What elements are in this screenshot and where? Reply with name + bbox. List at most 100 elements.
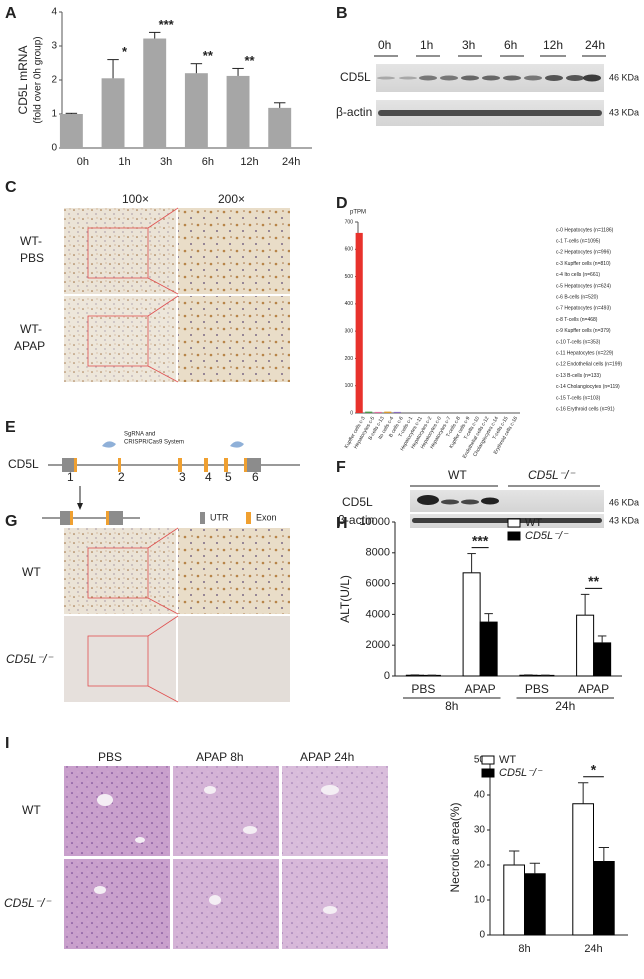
micrograph bbox=[64, 616, 176, 702]
panel-i-images: PBS APAP 8h APAP 24h WT CD5L⁻/⁻ bbox=[4, 750, 388, 949]
x-tick-label: APAP bbox=[465, 682, 496, 696]
legend-item: c-8 T-cells (n=468) bbox=[556, 317, 598, 323]
y-tick-label: 600 bbox=[345, 247, 354, 253]
blot-f: WT CD5L⁻/⁻ CD5L β-actin 46 KDa 43 KDa bbox=[338, 468, 639, 528]
lane-label: 1h bbox=[420, 38, 433, 52]
y-tick-label: 50 bbox=[474, 755, 486, 766]
row-label: WT bbox=[22, 803, 41, 817]
panel-letter: E bbox=[5, 419, 16, 436]
bar bbox=[384, 411, 392, 413]
group-label: CD5L⁻/⁻ bbox=[528, 468, 576, 482]
exon bbox=[70, 511, 73, 525]
bar bbox=[101, 78, 125, 148]
panel-letter: D bbox=[336, 195, 348, 212]
legend-label: WT bbox=[499, 754, 516, 766]
bar bbox=[593, 642, 612, 677]
significance-label: * bbox=[591, 761, 597, 777]
row-label: β-actin bbox=[338, 513, 374, 527]
bar bbox=[462, 572, 481, 677]
legend-swatch bbox=[200, 512, 205, 524]
exon-numbers: 1 2 3 4 5 6 bbox=[67, 470, 259, 484]
bar bbox=[503, 864, 525, 936]
y-tick-label: 4000 bbox=[366, 608, 390, 620]
significance-label: ** bbox=[588, 573, 599, 589]
group-label: 24h bbox=[555, 699, 575, 713]
x-tick-label: PBS bbox=[411, 682, 435, 696]
micrograph bbox=[282, 859, 388, 949]
legend-item: c-16 Erythroid cells (n=91) bbox=[556, 407, 615, 413]
legend-swatch bbox=[481, 755, 495, 765]
panel-c: 100× 200× WT- PBS WT- APAP bbox=[14, 192, 290, 383]
panel-letter: A bbox=[5, 5, 17, 22]
legend-label: WT bbox=[525, 517, 542, 529]
micrograph bbox=[173, 766, 279, 856]
lane-label: 6h bbox=[504, 38, 517, 52]
y-tick-label: 8000 bbox=[366, 547, 390, 559]
significance-label: * bbox=[122, 44, 128, 59]
column-label: PBS bbox=[98, 750, 122, 764]
y-tick-label: 6000 bbox=[366, 578, 390, 590]
legend-item: c-13 B-cells (n=133) bbox=[556, 373, 601, 379]
y-tick-label: 30 bbox=[474, 825, 486, 836]
significance-label: *** bbox=[472, 532, 489, 548]
group-label: 8h bbox=[445, 699, 458, 713]
y-axis-label: (fold over 0h group) bbox=[33, 36, 44, 123]
column-label: APAP 8h bbox=[196, 750, 244, 764]
row-label: APAP bbox=[14, 339, 45, 353]
bar bbox=[59, 114, 83, 148]
row-label: WT- bbox=[20, 322, 42, 336]
cas9-icon bbox=[230, 441, 244, 448]
lane-label: 12h bbox=[543, 38, 563, 52]
y-axis-label: pTPM bbox=[350, 210, 366, 216]
y-tick-label: 3 bbox=[51, 41, 57, 52]
bar bbox=[365, 411, 373, 413]
micrograph bbox=[178, 616, 290, 702]
micrograph bbox=[64, 859, 170, 949]
legend-swatch bbox=[481, 768, 495, 778]
cas9-icon bbox=[102, 441, 116, 448]
y-tick-label: 300 bbox=[345, 328, 354, 334]
y-axis-label: CD5L mRNA bbox=[16, 46, 30, 115]
x-tick-label: 8h bbox=[518, 943, 530, 955]
exon-number: 4 bbox=[205, 470, 212, 484]
micrograph bbox=[64, 528, 176, 614]
legend-item: c-3 Kupffer cells (n=810) bbox=[556, 261, 611, 267]
bar bbox=[226, 75, 250, 148]
legend-item: c-11 Hepatocytes (n=229) bbox=[556, 351, 614, 357]
bar bbox=[268, 107, 292, 148]
lane-label: 24h bbox=[585, 38, 605, 52]
legend-label: UTR bbox=[210, 512, 229, 522]
x-tick-label: 12h bbox=[240, 156, 258, 168]
x-tick-label: 24h bbox=[282, 156, 300, 168]
micrograph bbox=[282, 766, 388, 856]
tool-label: CRISPR/Cas9 System bbox=[124, 440, 184, 446]
panel-letter: C bbox=[5, 179, 17, 196]
row-label: CD5L bbox=[342, 495, 373, 509]
column-label: 100× bbox=[122, 192, 149, 206]
panel-g: WT CD5L⁻/⁻ bbox=[6, 527, 290, 703]
bar bbox=[479, 621, 498, 677]
gene-label: CD5L bbox=[8, 457, 39, 471]
bar bbox=[184, 73, 208, 148]
panel-letter: G bbox=[5, 513, 17, 530]
row-label: PBS bbox=[20, 251, 44, 265]
exon-number: 2 bbox=[118, 470, 125, 484]
bar bbox=[355, 232, 363, 413]
y-tick-label: 200 bbox=[345, 356, 354, 362]
vessels bbox=[94, 785, 339, 914]
bar bbox=[143, 38, 167, 148]
y-tick-label: 4 bbox=[51, 7, 57, 18]
tool-label: SgRNA and bbox=[124, 432, 155, 438]
x-tick-label: PBS bbox=[525, 682, 549, 696]
x-tick-label: 3h bbox=[160, 156, 172, 168]
y-tick-label: 40 bbox=[474, 790, 486, 801]
legend-item: c-9 Kupffer cells (n=379) bbox=[556, 328, 611, 334]
micrograph bbox=[178, 208, 290, 294]
y-tick-label: 700 bbox=[345, 219, 354, 225]
x-tick-label: 24h bbox=[584, 943, 602, 955]
legend-item: c-5 Hepatocytes (n=624) bbox=[556, 283, 611, 289]
significance-label: ** bbox=[244, 53, 255, 68]
y-tick-label: 0 bbox=[51, 143, 57, 154]
legend-label: CD5L⁻/⁻ bbox=[525, 530, 569, 542]
